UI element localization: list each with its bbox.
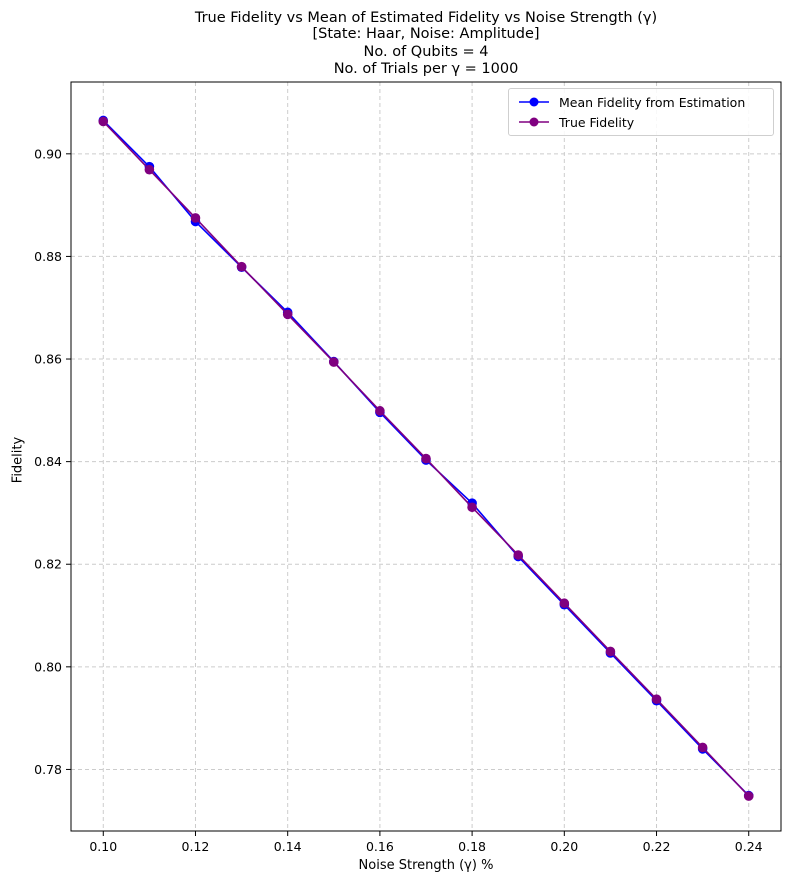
chart-title-line-1: True Fidelity vs Mean of Estimated Fidel… bbox=[194, 10, 658, 26]
x-tick-label: 0.16 bbox=[366, 839, 394, 854]
x-tick-label: 0.12 bbox=[182, 839, 210, 854]
y-tick-label: 0.84 bbox=[34, 454, 62, 469]
data-point-true bbox=[513, 550, 524, 560]
y-tick-label: 0.90 bbox=[34, 146, 62, 161]
legend-marker-true bbox=[519, 117, 549, 127]
data-point-true bbox=[605, 646, 616, 657]
x-tick-label: 0.14 bbox=[274, 839, 302, 854]
chart-title-line-2: [State: Haar, Noise: Amplitude] bbox=[312, 26, 540, 42]
legend: Mean Fidelity from Estimation True Fidel… bbox=[508, 88, 774, 136]
x-tick-label: 0.24 bbox=[735, 839, 763, 854]
x-tick-label: 0.18 bbox=[458, 839, 486, 854]
data-point-true bbox=[651, 694, 662, 704]
data-point-true bbox=[559, 598, 570, 609]
axis-ticks: 0.10 0.12 0.14 0.16 0.18 0.20 0.22 0.24 0.78 0.80… bbox=[34, 146, 763, 854]
y-tick-label: 0.86 bbox=[34, 352, 62, 367]
data-point-true bbox=[282, 309, 293, 320]
legend-marker-estimation bbox=[519, 97, 549, 107]
y-axis-label: Fidelity bbox=[10, 436, 26, 484]
plot-frame bbox=[70, 81, 782, 832]
data-point-true bbox=[467, 502, 477, 513]
data-point-true bbox=[190, 213, 201, 223]
y-tick-label: 0.80 bbox=[34, 659, 62, 674]
x-axis-label: Noise Strength (γ) % bbox=[358, 858, 494, 873]
data-point-true bbox=[98, 116, 109, 127]
y-tick-label: 0.88 bbox=[34, 249, 62, 264]
x-tick-label: 0.20 bbox=[550, 839, 578, 854]
y-tick-label: 0.82 bbox=[34, 557, 62, 572]
data-point-true bbox=[144, 164, 155, 175]
legend-item-true: True Fidelity bbox=[517, 112, 634, 132]
chart-title-line-4: No. of Trials per γ = 1000 bbox=[333, 61, 519, 77]
y-tick-label: 0.78 bbox=[34, 762, 62, 777]
legend-item-estimation: Mean Fidelity from Estimation bbox=[517, 92, 745, 112]
series-group bbox=[98, 115, 754, 801]
data-point-true bbox=[328, 357, 339, 367]
x-tick-label: 0.10 bbox=[89, 839, 117, 854]
data-point-true bbox=[421, 453, 431, 464]
data-point-true bbox=[375, 406, 385, 416]
legend-label-estimation: Mean Fidelity from Estimation bbox=[559, 94, 746, 110]
series-true bbox=[98, 116, 754, 801]
chart-title-line-3: No. of Qubits = 4 bbox=[363, 44, 489, 60]
x-tick-label: 0.22 bbox=[643, 839, 671, 854]
data-point-true bbox=[697, 742, 708, 753]
grid bbox=[71, 82, 781, 831]
data-point-true bbox=[743, 791, 754, 801]
legend-label-true: True Fidelity bbox=[559, 114, 635, 130]
data-point-true bbox=[236, 261, 247, 272]
